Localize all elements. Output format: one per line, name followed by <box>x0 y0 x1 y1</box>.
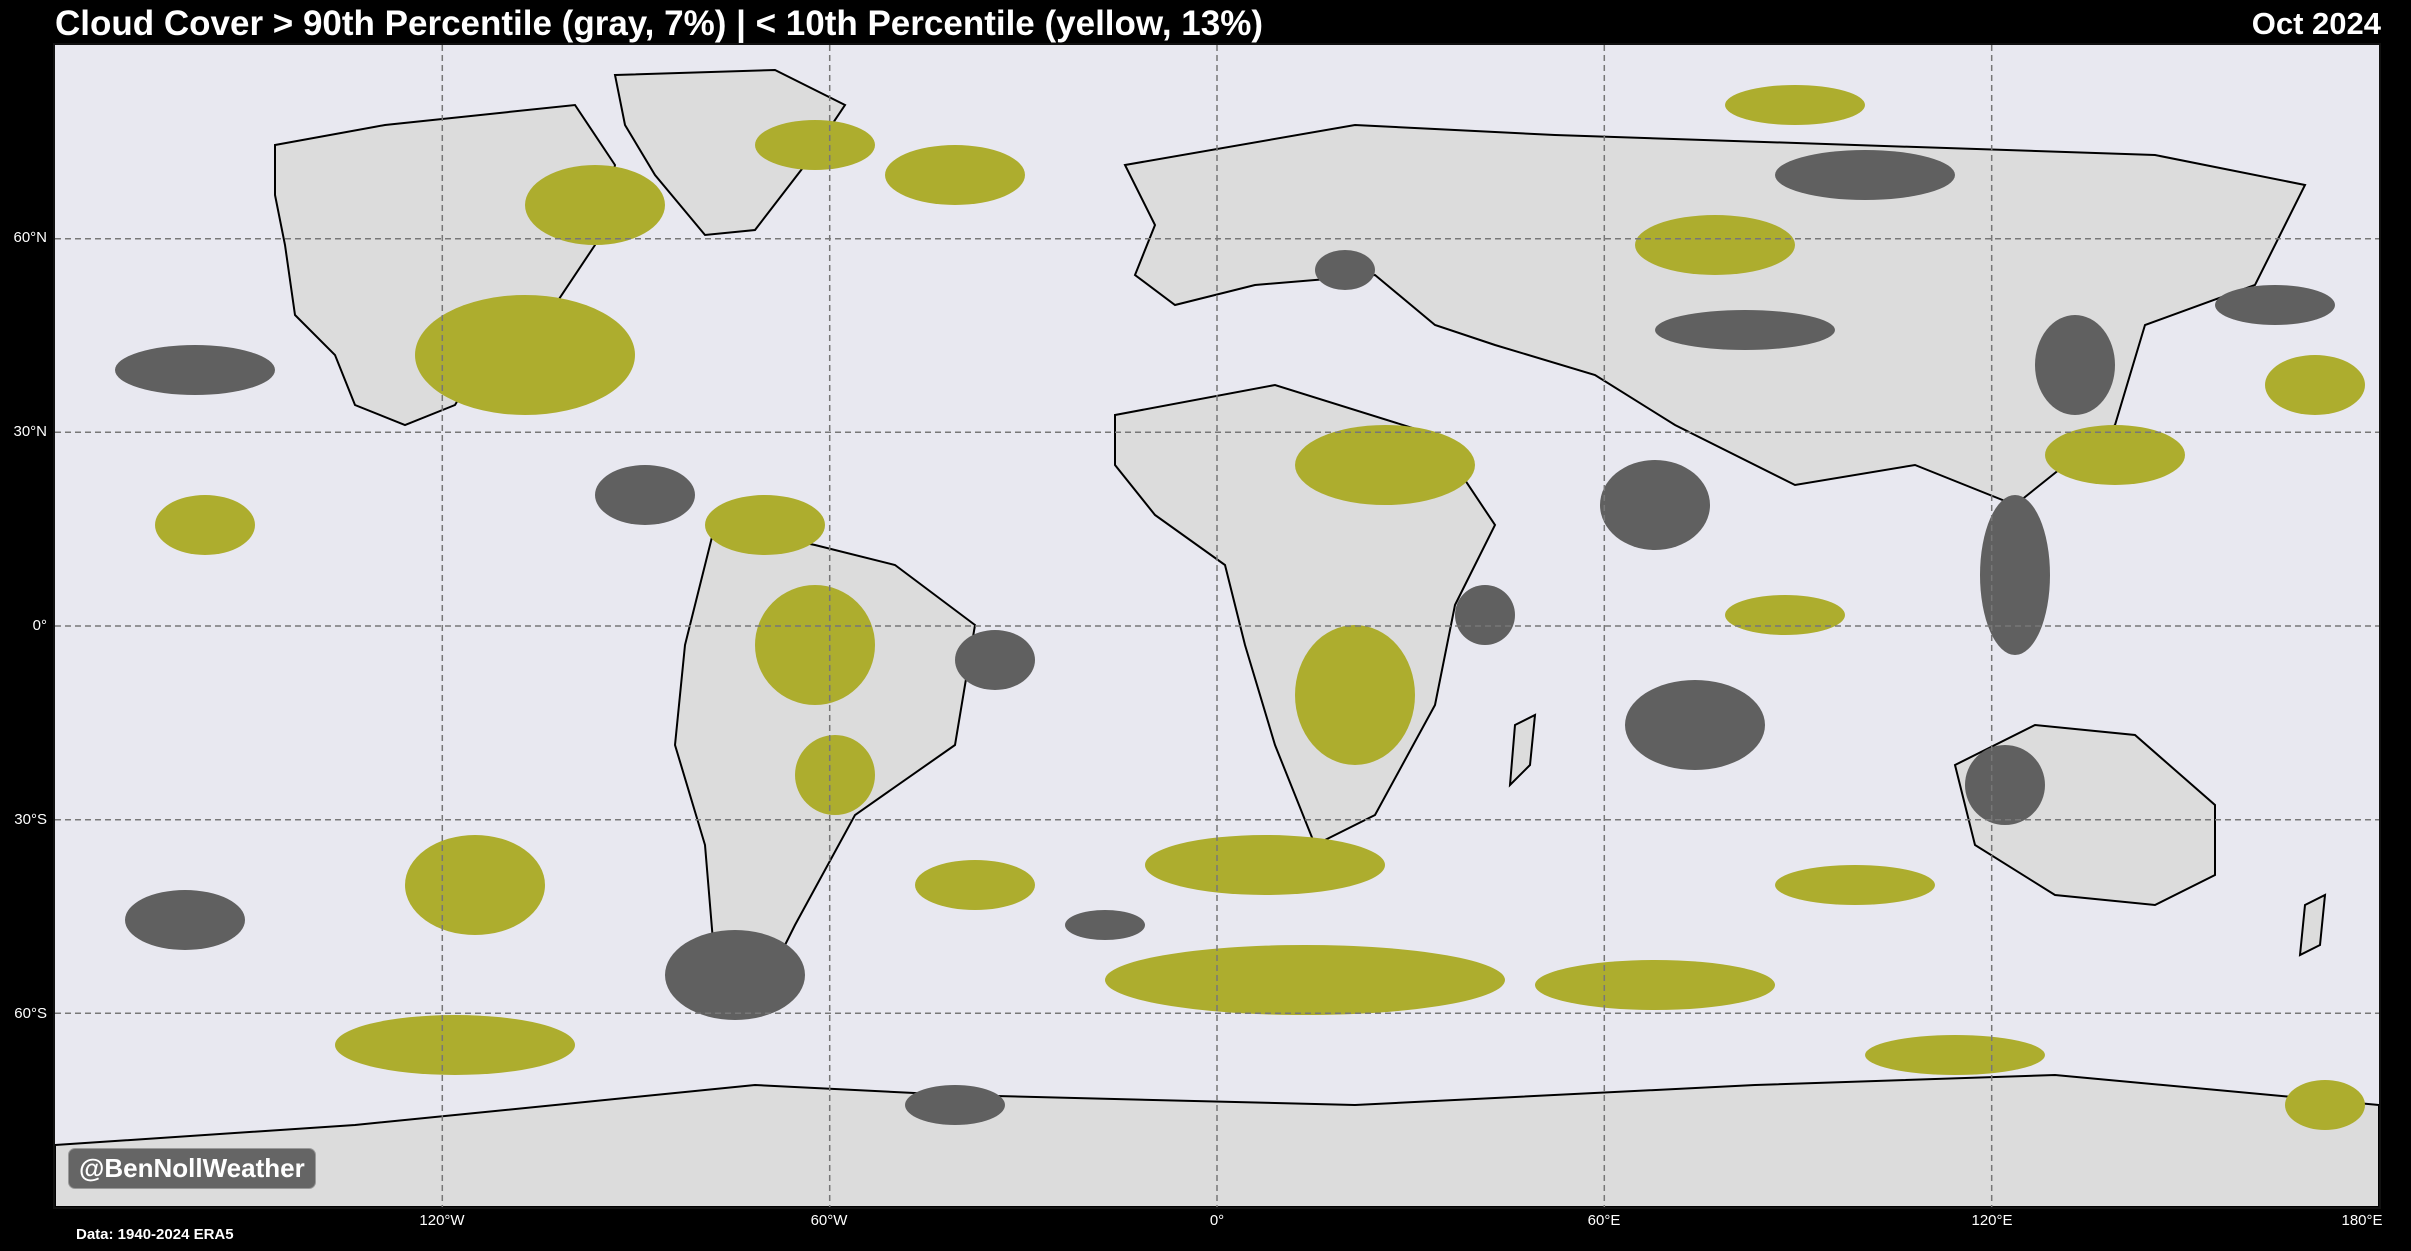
gray-anomaly-layer <box>115 150 2335 1125</box>
new-zealand <box>2298 893 2327 957</box>
lat-label-60n: 60°N <box>13 229 47 246</box>
lon-label-120w: 120°W <box>419 1212 465 1229</box>
map-canvas <box>55 45 2379 1207</box>
map-title: Cloud Cover > 90th Percentile (gray, 7%)… <box>55 4 1263 43</box>
lat-label-equator: 0° <box>32 617 47 634</box>
lon-label-0: 0° <box>1209 1212 1225 1229</box>
data-source: Data: 1940-2024 ERA5 <box>76 1226 234 1243</box>
greenland <box>613 68 847 237</box>
lat-label-30s: 30°S <box>14 811 47 828</box>
madagascar <box>1508 713 1537 788</box>
north-america <box>274 103 617 427</box>
lon-label-60w: 60°W <box>810 1212 848 1229</box>
lat-label-60s: 60°S <box>14 1005 47 1022</box>
lon-label-60e: 60°E <box>1587 1212 1621 1229</box>
lon-label-120e: 120°E <box>1971 1212 2013 1229</box>
watermark-badge: @BenNollWeather <box>68 1148 316 1189</box>
graticule <box>55 45 2379 1207</box>
date-label: Oct 2024 <box>2251 6 2381 41</box>
lon-label-180e: 180°E <box>2341 1212 2383 1229</box>
world-map <box>53 43 2381 1209</box>
lat-label-30n: 30°N <box>13 423 47 440</box>
yellow-anomaly-layer <box>155 85 2365 1130</box>
